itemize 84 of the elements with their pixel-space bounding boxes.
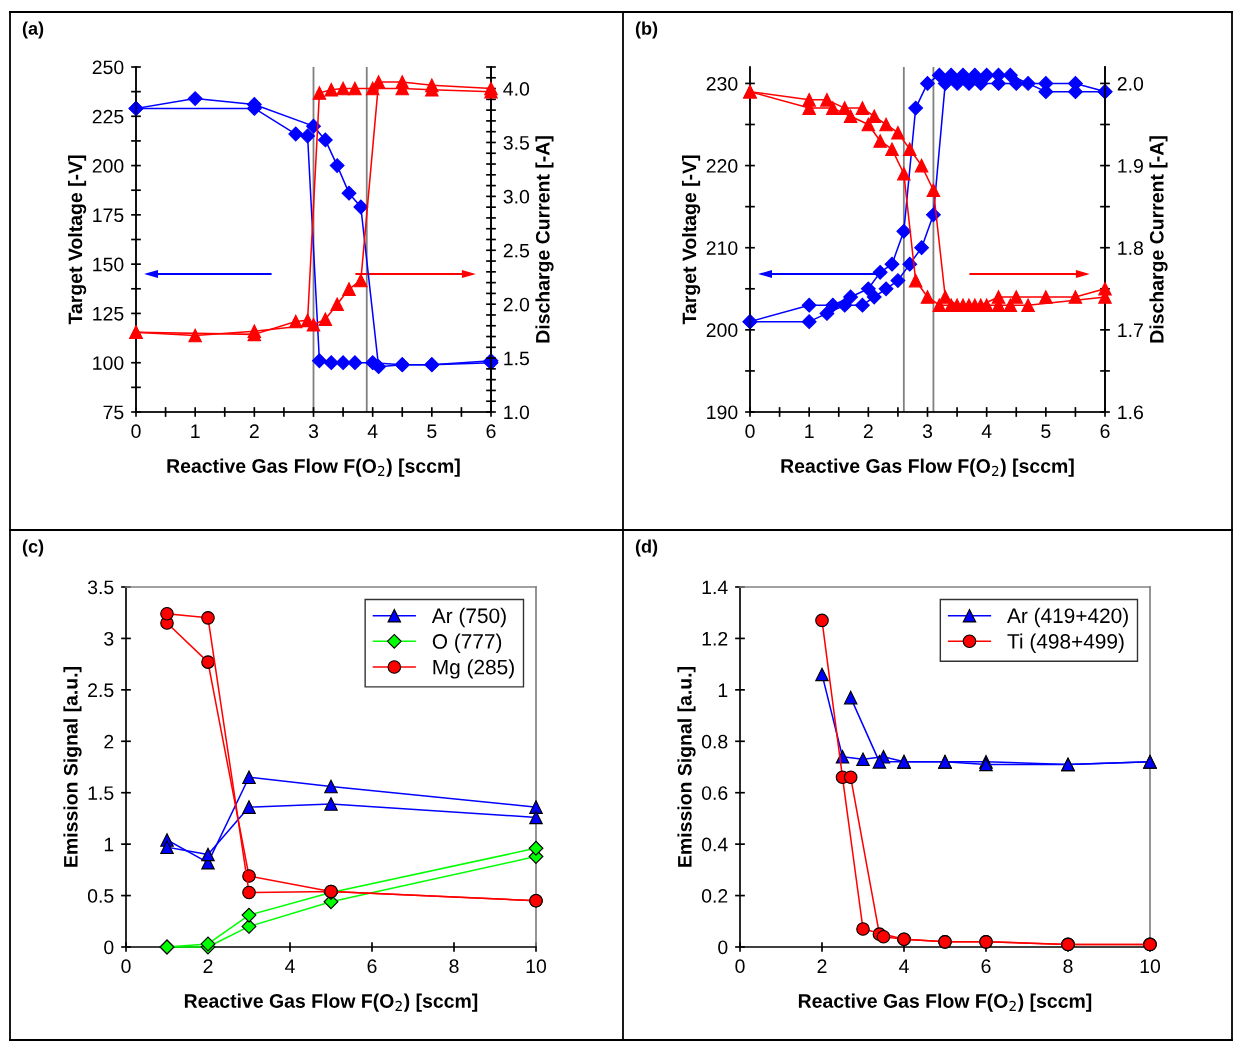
y2-tick-label: 1.8	[1118, 241, 1143, 255]
x-tick-label: 4	[899, 959, 909, 973]
y-tick-label: 0.8	[701, 734, 728, 749]
y-tick-label: 230	[706, 76, 738, 91]
y-tick-label: 3	[104, 631, 114, 646]
x-tick-label: 1	[805, 424, 814, 438]
y-tick-label: 175	[93, 208, 124, 223]
x-axis-title: Reactive Gas Flow F(O$_{2}$) [sccm]	[184, 993, 478, 1012]
y-tick-label: 2	[104, 734, 114, 749]
y2-tick-label: 2.5	[503, 243, 530, 258]
y2-tick-label: 3.0	[503, 189, 530, 204]
x-tick-label: 5	[427, 424, 437, 439]
legend-label: Ar (750)	[431, 607, 506, 628]
x-tick-label: 2	[249, 424, 259, 438]
y-tick-label: 0	[104, 940, 114, 955]
legend-label: Ar (419+420)	[1007, 607, 1128, 628]
y-tick-label: 0	[718, 940, 728, 955]
y2-tick-label: 1.5	[504, 351, 530, 366]
y-tick-label: 220	[706, 159, 738, 173]
y-tick-label: 1	[718, 683, 728, 697]
y-tick-label: 100	[93, 356, 124, 370]
x-tick-label: 6	[981, 959, 991, 974]
y-axis-title: Emission Signal [a.u.]	[677, 667, 696, 867]
x-tick-label: 4	[981, 424, 992, 438]
y-axis-title: Target Voltage [-V]	[681, 155, 701, 325]
x-tick-label: 3	[308, 424, 319, 439]
y2-tick-label: 1.7	[1118, 323, 1143, 337]
y-tick-label: 0.6	[701, 786, 728, 800]
x-tick-label: 2	[203, 959, 213, 973]
y-tick-label: 250	[92, 60, 124, 75]
y-tick-label: 1	[104, 837, 114, 852]
y-tick-label: 200	[706, 323, 738, 338]
y2-tick-label: 1.6	[1118, 405, 1143, 420]
y2-tick-label: 4.0	[503, 82, 530, 96]
y-tick-label: 210	[706, 241, 738, 255]
y-tick-label: 0.5	[87, 889, 114, 903]
x-tick-label: 3	[922, 424, 933, 439]
chart-title: (d)	[635, 539, 658, 557]
x-tick-label: 6	[367, 959, 377, 974]
x-tick-label: 10	[526, 959, 547, 974]
y2-axis-title: Discharge Current [-A]	[535, 136, 554, 343]
y-tick-label: 150	[93, 257, 124, 272]
y2-tick-label: 2.0	[1117, 76, 1144, 91]
chart-title: (c)	[22, 539, 44, 557]
y-tick-label: 125	[93, 306, 124, 321]
y-tick-label: 1.5	[88, 786, 114, 800]
y-tick-label: 190	[707, 405, 738, 420]
y-tick-label: 1.2	[702, 631, 728, 646]
x-tick-label: 4	[285, 959, 295, 973]
x-tick-label: 2	[863, 424, 873, 438]
y2-tick-label: 2.0	[503, 297, 530, 312]
y-axis-title: Target Voltage [-V]	[67, 155, 87, 325]
x-tick-label: 0	[131, 424, 141, 439]
x-tick-label: 4	[367, 424, 378, 438]
y2-axis-title: Discharge Current [-A]	[1149, 136, 1168, 343]
x-axis-title: Reactive Gas Flow F(O$_{2}$) [sccm]	[781, 458, 1074, 477]
legend-label: Mg (285)	[433, 659, 514, 679]
y-tick-label: 0.4	[701, 837, 728, 852]
y-tick-label: 2.5	[88, 683, 114, 698]
x-tick-label: 8	[449, 959, 459, 974]
legend-label: Ti (498+499)	[1007, 633, 1124, 653]
y-tick-label: 0.2	[701, 889, 728, 903]
y-tick-label: 75	[103, 405, 124, 420]
y-tick-label: 225	[92, 109, 124, 124]
x-tick-label: 2	[817, 959, 827, 973]
x-tick-label: 8	[1063, 959, 1073, 974]
y2-tick-label: 3.5	[503, 135, 530, 150]
y2-tick-label: 1.0	[504, 405, 530, 420]
chart-title: (b)	[635, 21, 658, 39]
x-tick-label: 10	[1140, 959, 1161, 974]
x-tick-label: 5	[1041, 424, 1051, 439]
x-tick-label: 6	[486, 424, 496, 439]
y2-tick-label: 1.9	[1118, 159, 1143, 173]
x-axis-title: Reactive Gas Flow F(O$_{2}$) [sccm]	[798, 993, 1092, 1012]
y-axis-title: Emission Signal [a.u.]	[63, 667, 82, 867]
x-tick-label: 0	[745, 424, 755, 439]
x-tick-label: 1	[191, 424, 200, 438]
x-tick-label: 6	[1100, 424, 1110, 439]
y-tick-label: 3.5	[87, 580, 114, 595]
chart-title: (a)	[22, 21, 44, 39]
x-axis-title: Reactive Gas Flow F(O$_{2}$) [sccm]	[167, 458, 460, 477]
legend-label: O (777)	[432, 633, 502, 653]
y-tick-label: 200	[92, 159, 124, 173]
y-tick-label: 1.4	[702, 580, 728, 595]
